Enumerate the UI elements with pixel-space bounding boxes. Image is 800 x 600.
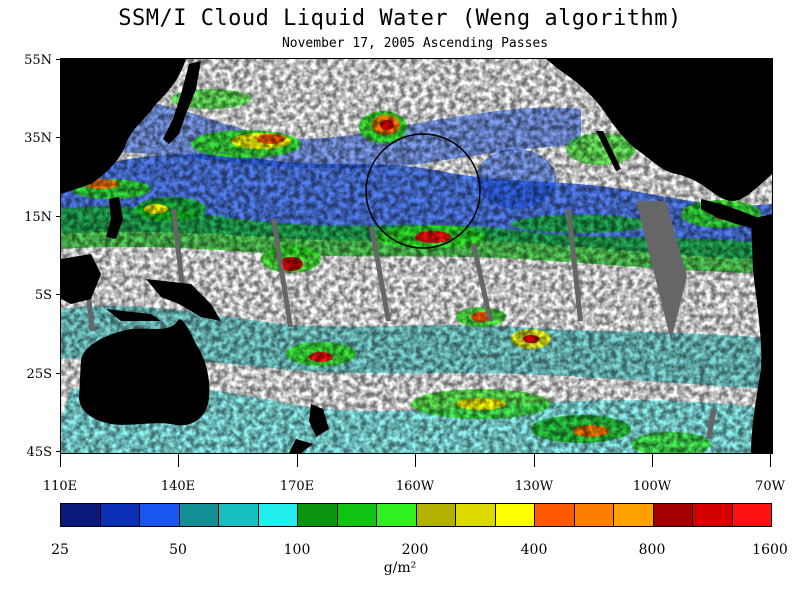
lon-tick — [534, 453, 535, 467]
colorbar-swatch — [416, 504, 456, 526]
colorbar-swatch — [693, 504, 733, 526]
baja-peninsula — [596, 131, 621, 171]
land-masses — [61, 59, 772, 453]
colorbar-swatch — [61, 504, 101, 526]
lat-tick — [56, 137, 61, 138]
lat-tick — [56, 451, 61, 452]
lat-label-15n: 15N — [24, 210, 52, 225]
colorbar-swatch — [258, 504, 298, 526]
lon-tick — [770, 453, 771, 467]
lon-tick — [178, 453, 179, 467]
colorbar-swatch — [732, 504, 771, 526]
colorbar-tick-label: 200 — [401, 542, 429, 558]
highlight-circle — [365, 133, 481, 249]
colorbar-swatch — [100, 504, 140, 526]
lon-label-170e: 170E — [279, 479, 315, 494]
indonesia-islands — [61, 254, 161, 321]
no-data-swaths — [85, 201, 717, 439]
colorbar-tick-label: 800 — [638, 542, 666, 558]
australia-landmass — [79, 319, 210, 426]
colorbar-tick-label: 50 — [169, 542, 187, 558]
lon-tick — [60, 453, 61, 467]
colorbar-swatch — [179, 504, 219, 526]
south-america-landmass — [751, 214, 772, 453]
colorbar-swatch — [219, 504, 259, 526]
lat-tick — [56, 373, 61, 374]
colorbar-swatch — [614, 504, 654, 526]
colorbar-swatch — [653, 504, 693, 526]
map-canvas — [61, 59, 772, 453]
lon-label-130w: 130W — [514, 479, 554, 494]
colorbar-tick-label: 25 — [51, 542, 69, 558]
north-america-landmass — [546, 59, 772, 202]
colorbar-swatch — [535, 504, 575, 526]
map-title: SSM/I Cloud Liquid Water (Weng algorithm… — [118, 6, 682, 31]
colorbar-tick-label: 400 — [520, 542, 548, 558]
lat-tick — [56, 216, 61, 217]
lat-label-45s: 45S — [26, 445, 52, 460]
map-panel — [60, 58, 773, 454]
lon-label-160w: 160W — [395, 479, 435, 494]
lon-label-70w: 70W — [755, 479, 785, 494]
colorbar-units: g/m² — [383, 560, 417, 576]
lat-label-35n: 35N — [24, 131, 52, 146]
colorbar-tick-label: 100 — [283, 542, 311, 558]
new-guinea-island — [146, 279, 221, 321]
lat-tick — [56, 294, 61, 295]
colorbar — [60, 503, 772, 527]
lat-label-5s: 5S — [34, 288, 52, 303]
lon-label-110e: 110E — [42, 479, 78, 494]
lon-tick — [652, 453, 653, 467]
new-zealand-islands — [289, 404, 329, 453]
lon-tick — [415, 453, 416, 467]
colorbar-swatch — [140, 504, 180, 526]
colorbar-swatch — [337, 504, 377, 526]
lat-label-55n: 55N — [24, 53, 52, 68]
colorbar-swatch — [456, 504, 496, 526]
lat-tick — [56, 59, 61, 60]
japan-island — [163, 61, 201, 144]
lon-tick — [297, 453, 298, 467]
colorbar-swatch — [574, 504, 614, 526]
colorbar-tick-label: 1600 — [752, 542, 788, 558]
colorbar-swatch — [377, 504, 417, 526]
colorbar-swatch — [495, 504, 535, 526]
lon-label-100w: 100W — [632, 479, 672, 494]
lat-label-25s: 25S — [26, 367, 52, 382]
colorbar-swatch — [298, 504, 338, 526]
map-subtitle: November 17, 2005 Ascending Passes — [281, 36, 549, 51]
lon-label-140e: 140E — [160, 479, 196, 494]
philippines-islands — [106, 197, 123, 239]
asia-landmass — [61, 59, 186, 194]
